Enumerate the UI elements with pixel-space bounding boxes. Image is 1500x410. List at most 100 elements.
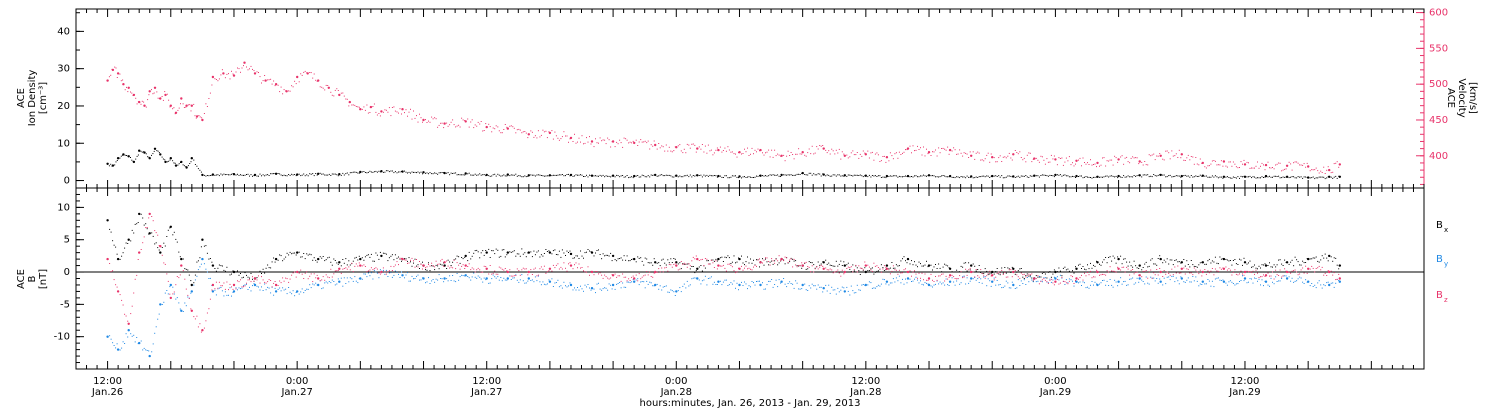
density-sample <box>748 176 750 178</box>
bx-point <box>1328 254 1331 258</box>
bx-sample <box>456 255 458 257</box>
density-sample <box>932 175 933 177</box>
bx-sample <box>1105 257 1107 258</box>
by-sample <box>783 278 785 279</box>
by-sample <box>978 282 980 283</box>
density-sample <box>540 175 542 176</box>
bx-sample <box>352 260 354 262</box>
bz-sample <box>167 280 169 282</box>
bz-sample <box>870 269 872 271</box>
bz-sample <box>303 278 305 279</box>
velocity-sample <box>754 149 756 151</box>
velocity-sample <box>489 126 491 128</box>
by-sample <box>503 277 505 279</box>
bx-sample <box>261 273 262 274</box>
density-sample <box>897 176 899 178</box>
density-sample <box>1090 177 1091 178</box>
density-sample <box>561 174 563 175</box>
bz-sample <box>771 258 773 260</box>
bz-sample <box>989 270 991 272</box>
bz-sample <box>119 294 121 296</box>
by-sample <box>404 277 405 279</box>
bx-sample <box>691 266 693 267</box>
by-sample <box>1115 281 1117 283</box>
bz-sample <box>330 268 332 270</box>
bz-sample <box>877 267 879 268</box>
velocity-point <box>1264 163 1268 167</box>
density-sample <box>873 175 875 177</box>
bx-sample <box>656 262 658 264</box>
bz-sample <box>140 249 142 250</box>
bz-sample <box>531 274 533 275</box>
bz-point <box>1307 267 1310 270</box>
velocity-sample <box>259 76 261 78</box>
velocity-sample <box>226 73 228 75</box>
velocity-sample <box>1240 161 1242 163</box>
velocity-sample <box>819 145 821 146</box>
bx-point <box>274 257 278 261</box>
velocity-sample <box>453 124 455 126</box>
by-sample <box>119 349 121 351</box>
by-sample <box>179 308 181 310</box>
bx-point <box>1243 261 1247 264</box>
by-sample <box>671 290 673 292</box>
velocity-point <box>106 79 109 82</box>
density-point <box>443 171 446 175</box>
by-sample <box>674 295 676 296</box>
density-sample <box>975 176 977 178</box>
bx-sample <box>924 264 926 266</box>
bz-sample <box>1260 276 1261 278</box>
bx-sample <box>1081 268 1082 269</box>
density-sample <box>151 154 152 156</box>
bx-sample <box>122 252 124 254</box>
bz-sample <box>158 245 160 247</box>
bx-sample <box>1073 272 1075 274</box>
bz-sample <box>226 281 228 283</box>
velocity-sample <box>1235 166 1237 168</box>
bz-sample <box>868 266 870 268</box>
bx-sample <box>1133 260 1135 262</box>
bz-sample <box>799 264 801 266</box>
by-sample <box>455 281 457 283</box>
bz-sample <box>897 273 899 275</box>
bx-sample <box>948 267 950 269</box>
bx-sample <box>1007 267 1009 269</box>
velocity-sample <box>637 145 639 146</box>
bz-sample <box>713 267 715 268</box>
velocity-sample <box>1127 161 1129 163</box>
density-sample <box>572 175 574 177</box>
bz-sample <box>709 263 711 265</box>
bx-sample <box>146 228 148 230</box>
by-sample <box>911 281 912 282</box>
velocity-sample <box>1214 160 1216 162</box>
density-sample <box>467 173 469 175</box>
bx-sample <box>586 251 587 253</box>
by-sample <box>489 282 491 284</box>
left-density-tick-label: 10 <box>57 138 70 149</box>
by-sample <box>530 280 532 281</box>
by-sample <box>435 278 437 280</box>
velocity-sample <box>348 105 350 107</box>
density-sample <box>840 175 842 177</box>
velocity-sample <box>1123 163 1125 165</box>
bz-sample <box>607 277 609 279</box>
density-sample <box>1190 175 1192 176</box>
density-sample <box>1302 177 1304 179</box>
bz-sample <box>1049 279 1051 281</box>
bz-sample <box>858 265 860 267</box>
bx-sample <box>324 260 326 262</box>
velocity-sample <box>1180 157 1182 159</box>
bx-sample <box>271 261 273 263</box>
density-sample <box>190 161 192 163</box>
velocity-sample <box>993 157 995 159</box>
bz-sample <box>1156 269 1158 270</box>
bz-sample <box>185 288 187 290</box>
by-sample <box>700 283 702 285</box>
bx-sample <box>404 258 405 260</box>
velocity-sample <box>477 121 479 123</box>
by-sample <box>1192 276 1194 277</box>
by-sample <box>1136 277 1138 279</box>
by-sample <box>741 281 742 283</box>
by-sample <box>885 283 887 285</box>
bx-point <box>548 251 552 254</box>
